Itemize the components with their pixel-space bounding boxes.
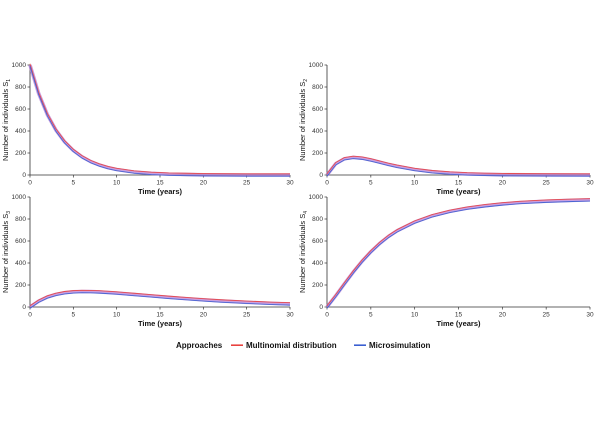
x-tick-label: 15 — [455, 312, 463, 319]
uncertainty-band — [325, 198, 591, 309]
x-tick-label: 15 — [156, 180, 164, 187]
series-line-multinomial — [29, 289, 291, 307]
x-tick-label: 25 — [543, 180, 551, 187]
series-line-microsimulation — [326, 200, 591, 309]
x-tick-label: 0 — [325, 312, 329, 319]
y-tick-label: 600 — [15, 106, 26, 113]
x-tick-label: 30 — [586, 180, 594, 187]
x-tick-label: 20 — [200, 312, 208, 319]
y-tick-label: 0 — [319, 304, 323, 311]
x-tick-label: 25 — [543, 312, 551, 319]
x-tick-label: 30 — [286, 312, 294, 319]
y-tick-label: 400 — [312, 260, 323, 267]
x-tick-label: 5 — [369, 180, 373, 187]
x-tick-label: 20 — [499, 312, 507, 319]
y-tick-label: 200 — [312, 150, 323, 157]
legend-label-microsimulation: Microsimulation — [369, 341, 430, 350]
series-line-microsimulation — [29, 292, 291, 309]
uncertainty-band — [325, 155, 591, 177]
x-tick-label: 30 — [286, 180, 294, 187]
x-tick-label: 25 — [243, 312, 251, 319]
legend-title: Approaches — [176, 341, 223, 350]
x-axis-title: Time (years) — [138, 319, 183, 328]
y-tick-label: 600 — [312, 238, 323, 245]
x-tick-label: 30 — [586, 312, 594, 319]
x-axis-title: Time (years) — [138, 187, 183, 196]
x-tick-label: 20 — [200, 180, 208, 187]
y-axis-title: Number of individuals S3 — [1, 211, 12, 293]
y-tick-label: 1000 — [309, 62, 324, 69]
y-tick-label: 200 — [312, 282, 323, 289]
series-line-multinomial — [326, 155, 591, 175]
y-tick-label: 0 — [22, 304, 26, 311]
y-tick-label: 0 — [22, 172, 26, 179]
x-tick-label: 15 — [455, 180, 463, 187]
uncertainty-band — [28, 289, 291, 309]
uncertainty-band — [28, 64, 290, 177]
y-tick-label: 800 — [312, 84, 323, 91]
x-tick-label: 20 — [499, 180, 507, 187]
chart-panel-bottom-left: 0 200 400 600 800 1000 0 5 10 15 20 25 30 Time (years… — [1, 194, 294, 328]
series-line-multinomial — [326, 198, 591, 307]
x-tick-label: 25 — [243, 180, 251, 187]
x-tick-label: 10 — [113, 180, 121, 187]
x-axis-title: Time (years) — [436, 319, 481, 328]
y-tick-label: 600 — [15, 238, 26, 245]
y-tick-label: 1000 — [309, 194, 324, 201]
y-tick-label: 800 — [15, 84, 26, 91]
x-axis-title: Time (years) — [436, 187, 481, 196]
chart-panel-bottom-right: 0 200 400 600 800 1000 0 5 10 15 20 25 30 Time (years… — [298, 194, 594, 328]
x-tick-label: 5 — [72, 312, 76, 319]
x-tick-label: 0 — [28, 180, 32, 187]
x-tick-label: 10 — [113, 312, 121, 319]
y-tick-label: 1000 — [12, 62, 27, 69]
y-tick-label: 200 — [15, 150, 26, 157]
y-tick-label: 800 — [15, 216, 26, 223]
x-tick-label: 15 — [156, 312, 164, 319]
y-axis-title: Number of individuals S1 — [1, 79, 12, 161]
y-tick-label: 600 — [312, 106, 323, 113]
x-tick-label: 0 — [28, 312, 32, 319]
x-tick-label: 10 — [411, 312, 419, 319]
y-axis-title: Number of individuals S2 — [298, 79, 309, 161]
chart-panel-top-left: 0 200 400 600 800 1000 0 5 10 15 20 25 30 Time (years… — [1, 62, 294, 196]
series-line-multinomial — [29, 63, 290, 175]
y-tick-label: 1000 — [12, 194, 27, 201]
series-line-microsimulation — [326, 158, 591, 177]
legend: Approaches Multinomial distribution Micr… — [176, 341, 430, 350]
y-tick-label: 800 — [312, 216, 323, 223]
y-tick-label: 200 — [15, 282, 26, 289]
x-tick-label: 10 — [411, 180, 419, 187]
chart-panel-top-right: 0 200 400 600 800 1000 0 5 10 15 20 25 30 Time (years… — [298, 62, 594, 196]
y-axis-title: Number of individuals S4 — [298, 211, 309, 293]
y-tick-label: 400 — [15, 260, 26, 267]
y-tick-label: 0 — [319, 172, 323, 179]
x-tick-label: 5 — [72, 180, 76, 187]
y-tick-label: 400 — [15, 128, 26, 135]
x-tick-label: 5 — [369, 312, 373, 319]
legend-label-multinomial: Multinomial distribution — [246, 341, 337, 350]
y-tick-label: 400 — [312, 128, 323, 135]
x-tick-label: 0 — [325, 180, 329, 187]
series-line-microsimulation — [29, 66, 290, 177]
